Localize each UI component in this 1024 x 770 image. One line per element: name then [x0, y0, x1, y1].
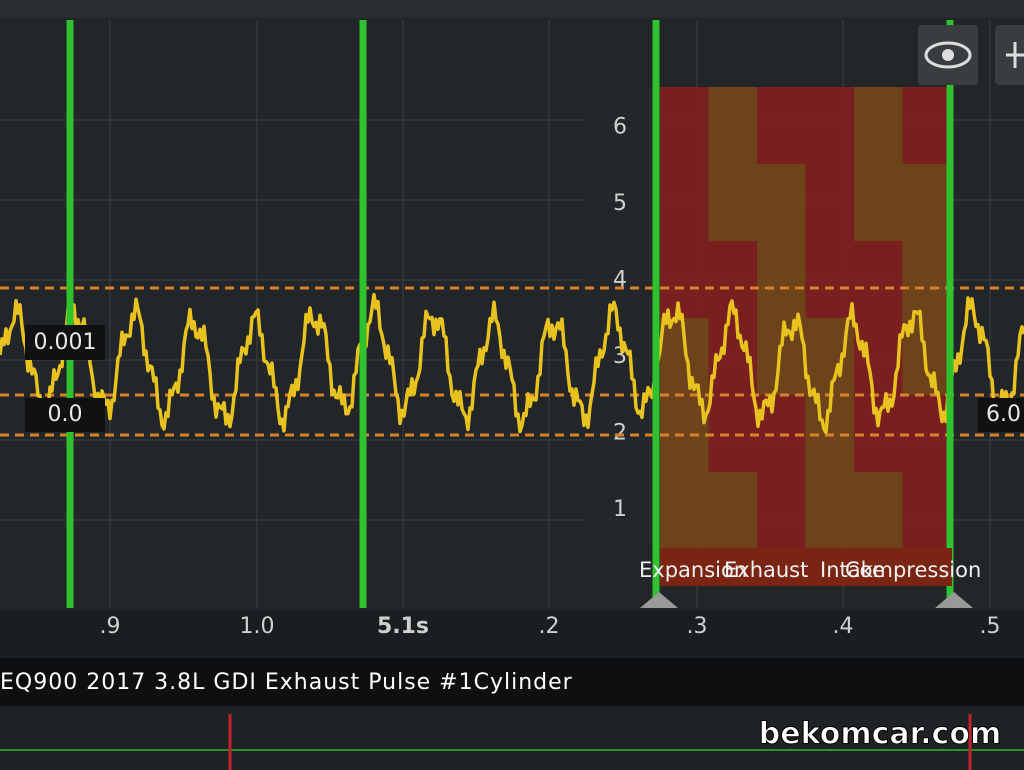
time-label: .4 [833, 614, 854, 639]
phase-label: Exhaust [724, 558, 808, 582]
title-bar [0, 658, 1024, 706]
heat-cell [805, 164, 854, 241]
marker-label: 0.0 [48, 402, 83, 427]
heat-cell [805, 472, 854, 549]
overview-strip [0, 706, 1024, 770]
phase-bar [660, 548, 952, 586]
cursor-handle[interactable] [935, 592, 973, 608]
heat-cell [660, 164, 709, 241]
heat-cell [708, 164, 757, 241]
heat-cell [854, 164, 903, 241]
time-axis: .9 1.0 5.1s .2 .3 .4 .5 [100, 614, 1001, 639]
time-label: 5.1s [377, 614, 429, 639]
time-label: .2 [539, 614, 560, 639]
heat-cell [660, 241, 709, 318]
heat-cell [757, 241, 806, 318]
phase-label: Intake [820, 558, 885, 582]
heat-cell [902, 241, 951, 318]
heat-cell [708, 395, 757, 472]
heat-cell [805, 241, 854, 318]
heat-cell [708, 87, 757, 164]
top-bar [0, 0, 1024, 18]
cursor-lines [66, 20, 973, 608]
cursor-handle[interactable] [640, 592, 678, 608]
time-label: .3 [687, 614, 708, 639]
cylinder-label: 5 [613, 191, 627, 216]
heat-cell [902, 472, 951, 549]
watermark: bekomcar.com [759, 717, 1001, 752]
cylinder-label: 1 [613, 497, 627, 522]
heat-cell [708, 472, 757, 549]
heat-cell [902, 87, 951, 164]
phase-label: Compression [845, 558, 981, 582]
marker-label: 0.001 [34, 330, 97, 355]
cylinder-heatmap [660, 87, 951, 549]
marker-box [25, 325, 105, 360]
heat-cell [854, 87, 903, 164]
axis-panel [582, 87, 660, 547]
title: EQ900 2017 3.8L GDI Exhaust Pulse #1Cyli… [0, 670, 573, 695]
heat-cell [660, 472, 709, 549]
cylinder-label: 2 [613, 421, 627, 446]
heat-cell [902, 164, 951, 241]
heat-cell [757, 318, 806, 395]
waveform [0, 292, 1024, 435]
heat-cell [902, 395, 951, 472]
heat-cell [757, 87, 806, 164]
heat-cell [757, 164, 806, 241]
eye-icon [942, 49, 954, 61]
time-label: .9 [100, 614, 121, 639]
heat-cell [854, 472, 903, 549]
marker-box [978, 398, 1024, 432]
marker-box [25, 398, 105, 432]
time-label: .5 [980, 614, 1001, 639]
heat-cell [805, 87, 854, 164]
phase-label: Expansion [639, 558, 747, 582]
heat-cell [757, 472, 806, 549]
heat-cell [660, 87, 709, 164]
eye-icon [924, 41, 972, 69]
marker-label: 6.0 [986, 402, 1021, 427]
time-label: 1.0 [240, 614, 275, 639]
cylinder-label: 6 [613, 115, 627, 140]
cylinder-label: 4 [613, 268, 627, 293]
heat-cell [854, 241, 903, 318]
